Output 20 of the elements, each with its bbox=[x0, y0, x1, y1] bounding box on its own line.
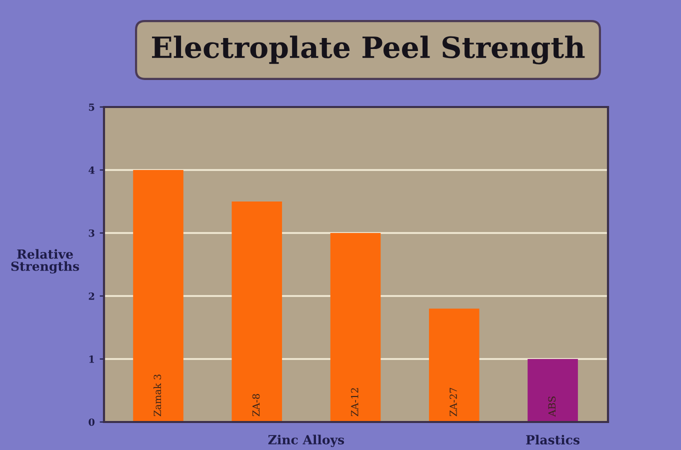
bar bbox=[133, 170, 184, 422]
x-tick-label: ZA-27 bbox=[450, 388, 457, 416]
x-tick-label: ABS bbox=[548, 396, 556, 417]
y-axis-title: Relative Strengths bbox=[11, 249, 80, 274]
bar bbox=[330, 233, 381, 422]
y-tick-label: 4 bbox=[88, 166, 95, 174]
y-tick-label: 0 bbox=[88, 418, 95, 426]
chart-title: Electroplate Peel Strength bbox=[152, 36, 585, 64]
y-tick-label: 2 bbox=[88, 292, 94, 300]
bar bbox=[428, 308, 480, 422]
y-tick-label: 5 bbox=[89, 104, 94, 111]
bar bbox=[232, 202, 282, 422]
text: Zinc Alloys bbox=[268, 434, 344, 448]
x-tick-label: ZA-8 bbox=[252, 394, 260, 416]
x-tick-label: Zamak 3 bbox=[154, 374, 162, 416]
y-tick-label: 3 bbox=[88, 229, 94, 237]
bar bbox=[528, 359, 578, 422]
text: Plastics bbox=[526, 434, 580, 445]
y-tick-label: 1 bbox=[89, 355, 94, 363]
x-tick-label: ZA-12 bbox=[350, 388, 358, 416]
